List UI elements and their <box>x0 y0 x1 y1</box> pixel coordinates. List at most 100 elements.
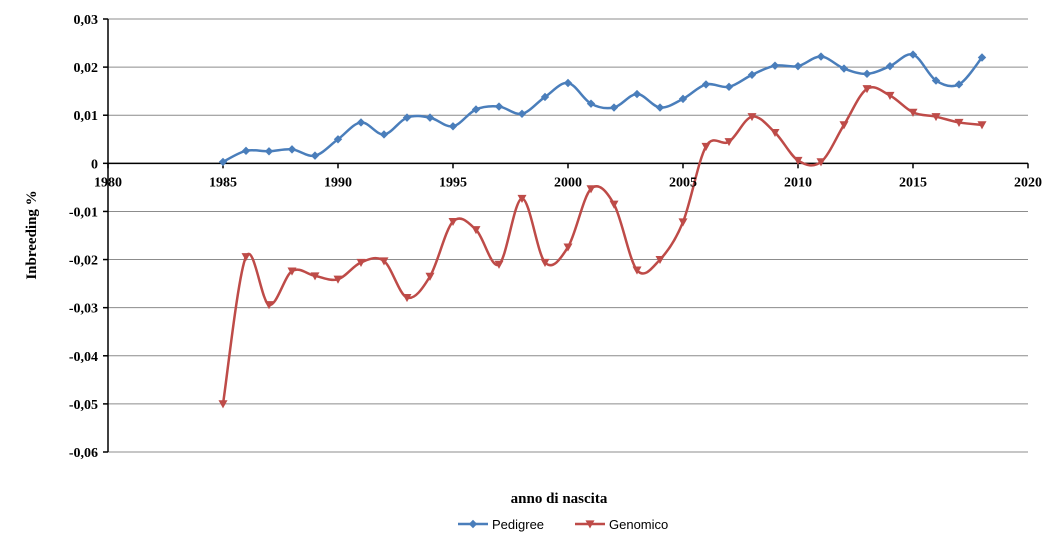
data-point-genomico <box>770 128 780 138</box>
data-point-genomico <box>632 266 642 275</box>
data-point-genomico <box>356 258 366 267</box>
data-point-pedigree <box>218 157 228 167</box>
data-point-genomico <box>747 113 757 122</box>
data-point-genomico <box>448 217 458 227</box>
data-point-genomico <box>494 260 504 269</box>
legend-marker-genomico <box>585 520 595 529</box>
y-tick-label: -0,04 <box>69 350 98 365</box>
data-point-genomico <box>425 272 435 281</box>
x-axis-title: anno di nascita <box>511 491 608 507</box>
data-point-pedigree <box>563 78 573 88</box>
data-point-pedigree <box>425 113 435 122</box>
data-point-pedigree <box>586 99 596 108</box>
y-tick-label: 0,03 <box>74 13 99 28</box>
data-point-pedigree <box>931 76 941 85</box>
data-point-genomico <box>379 257 389 266</box>
data-point-pedigree <box>632 89 642 99</box>
data-point-pedigree <box>494 102 504 111</box>
data-point-pedigree <box>540 92 550 102</box>
data-point-genomico <box>563 243 573 252</box>
data-point-pedigree <box>977 53 987 62</box>
legend-marker-pedigree <box>468 519 478 529</box>
data-point-genomico <box>310 272 320 281</box>
data-point-genomico <box>931 113 941 122</box>
tick-labels: 0,03 0,02 0,01 0 -0,01 -0,02 -0,03 -0,04 -0,05 -0… <box>69 13 1042 461</box>
x-tick-label: 1990 <box>324 175 352 190</box>
x-tick-label: 2005 <box>669 175 697 190</box>
y-tick-label: -0,02 <box>69 254 98 269</box>
data-point-genomico <box>793 156 803 165</box>
data-point-pedigree <box>839 64 849 73</box>
x-tick-label: 1995 <box>439 175 467 190</box>
x-tick-label: 2015 <box>899 175 927 190</box>
data-point-pedigree <box>724 82 734 92</box>
data-point-pedigree <box>448 122 458 131</box>
x-tick-label: 1980 <box>94 175 122 190</box>
series-lines <box>221 53 983 405</box>
data-point-pedigree <box>379 130 389 139</box>
data-point-pedigree <box>793 61 803 71</box>
data-point-pedigree <box>402 113 412 122</box>
data-point-genomico <box>839 121 849 130</box>
y-tick-label: -0,06 <box>69 446 98 461</box>
data-point-pedigree <box>770 61 780 70</box>
data-point-pedigree <box>816 52 826 61</box>
y-axis-title: Inbreeding % <box>24 190 40 279</box>
data-point-genomico <box>333 275 343 284</box>
data-point-genomico <box>402 293 412 303</box>
data-point-pedigree <box>678 94 688 104</box>
data-point-genomico <box>218 400 228 409</box>
y-tick-label: -0,05 <box>69 398 98 413</box>
data-point-pedigree <box>609 103 619 112</box>
data-point-genomico <box>977 121 987 130</box>
data-point-pedigree <box>471 105 481 114</box>
y-tick-label: -0,03 <box>69 302 98 317</box>
series-line-pedigree <box>222 53 983 164</box>
data-point-genomico <box>609 200 619 209</box>
data-point-genomico <box>287 267 297 276</box>
data-point-genomico <box>908 108 918 117</box>
data-point-genomico <box>701 142 711 151</box>
data-point-pedigree <box>885 61 895 71</box>
x-tick-label: 2000 <box>554 175 582 190</box>
data-point-genomico <box>816 158 826 167</box>
x-tick-label: 2020 <box>1014 175 1042 190</box>
y-tick-label: 0 <box>91 157 98 172</box>
y-tick-label: -0,01 <box>69 205 98 220</box>
data-point-pedigree <box>310 151 320 160</box>
data-point-pedigree <box>356 118 366 127</box>
data-point-pedigree <box>954 80 964 89</box>
series-markers <box>218 50 987 409</box>
legend-label-pedigree: Pedigree <box>492 517 544 532</box>
data-point-genomico <box>724 138 734 147</box>
data-point-pedigree <box>333 135 343 144</box>
data-point-pedigree <box>517 109 527 118</box>
data-point-pedigree <box>701 80 711 89</box>
data-point-genomico <box>885 91 895 100</box>
y-tick-label: 0,02 <box>74 61 99 76</box>
x-tick-label: 2010 <box>784 175 812 190</box>
data-point-pedigree <box>655 103 665 112</box>
series-line-genomico <box>221 85 983 405</box>
data-point-genomico <box>678 218 688 227</box>
data-point-genomico <box>862 85 872 94</box>
data-point-genomico <box>954 118 964 127</box>
data-point-pedigree <box>264 147 274 156</box>
legend-label-genomico: Genomico <box>609 517 668 532</box>
x-tick-label: 1985 <box>209 175 237 190</box>
data-point-genomico <box>540 258 550 267</box>
data-point-genomico <box>586 185 596 194</box>
axes <box>103 18 1029 453</box>
data-point-genomico <box>471 226 481 235</box>
y-tick-label: 0,01 <box>74 109 99 124</box>
data-point-genomico <box>655 255 665 265</box>
data-point-genomico <box>264 301 274 310</box>
legend: Pedigree Genomico <box>458 517 668 532</box>
data-point-pedigree <box>241 146 251 156</box>
data-point-pedigree <box>862 69 872 79</box>
data-point-pedigree <box>908 50 918 59</box>
data-point-pedigree <box>287 145 297 154</box>
data-point-pedigree <box>747 70 757 80</box>
data-point-genomico <box>517 194 527 203</box>
